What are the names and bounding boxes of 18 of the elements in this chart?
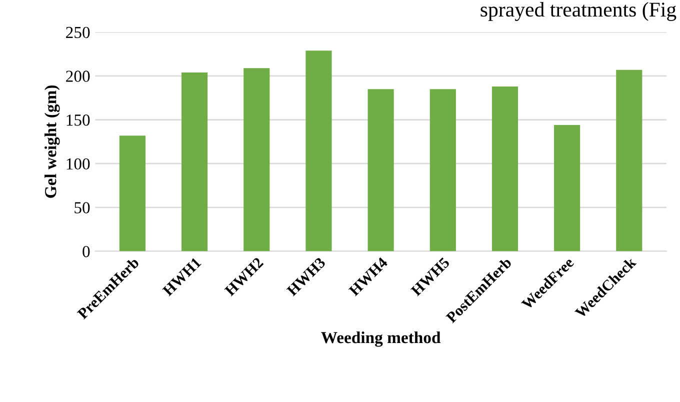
- y-tick-label: 150: [66, 114, 90, 126]
- y-axis-title: Gel weight (gm): [44, 86, 60, 198]
- bar: [492, 86, 518, 252]
- bar: [119, 136, 146, 252]
- bar: [306, 50, 332, 252]
- bar: [616, 70, 642, 252]
- text: sprayed treatments (Fig: [480, 2, 676, 21]
- x-axis-title: Weeding method: [321, 331, 441, 347]
- y-tick-label: 200: [66, 70, 90, 82]
- y-tick-label: 100: [66, 158, 90, 170]
- bar: [430, 89, 456, 252]
- bar: [368, 89, 394, 252]
- bar: [244, 68, 270, 252]
- bar: [554, 125, 580, 252]
- y-tick-label: 50: [74, 202, 90, 214]
- bar: [182, 72, 208, 252]
- y-tick-label: 0: [82, 246, 90, 258]
- y-tick-label: 250: [66, 26, 90, 38]
